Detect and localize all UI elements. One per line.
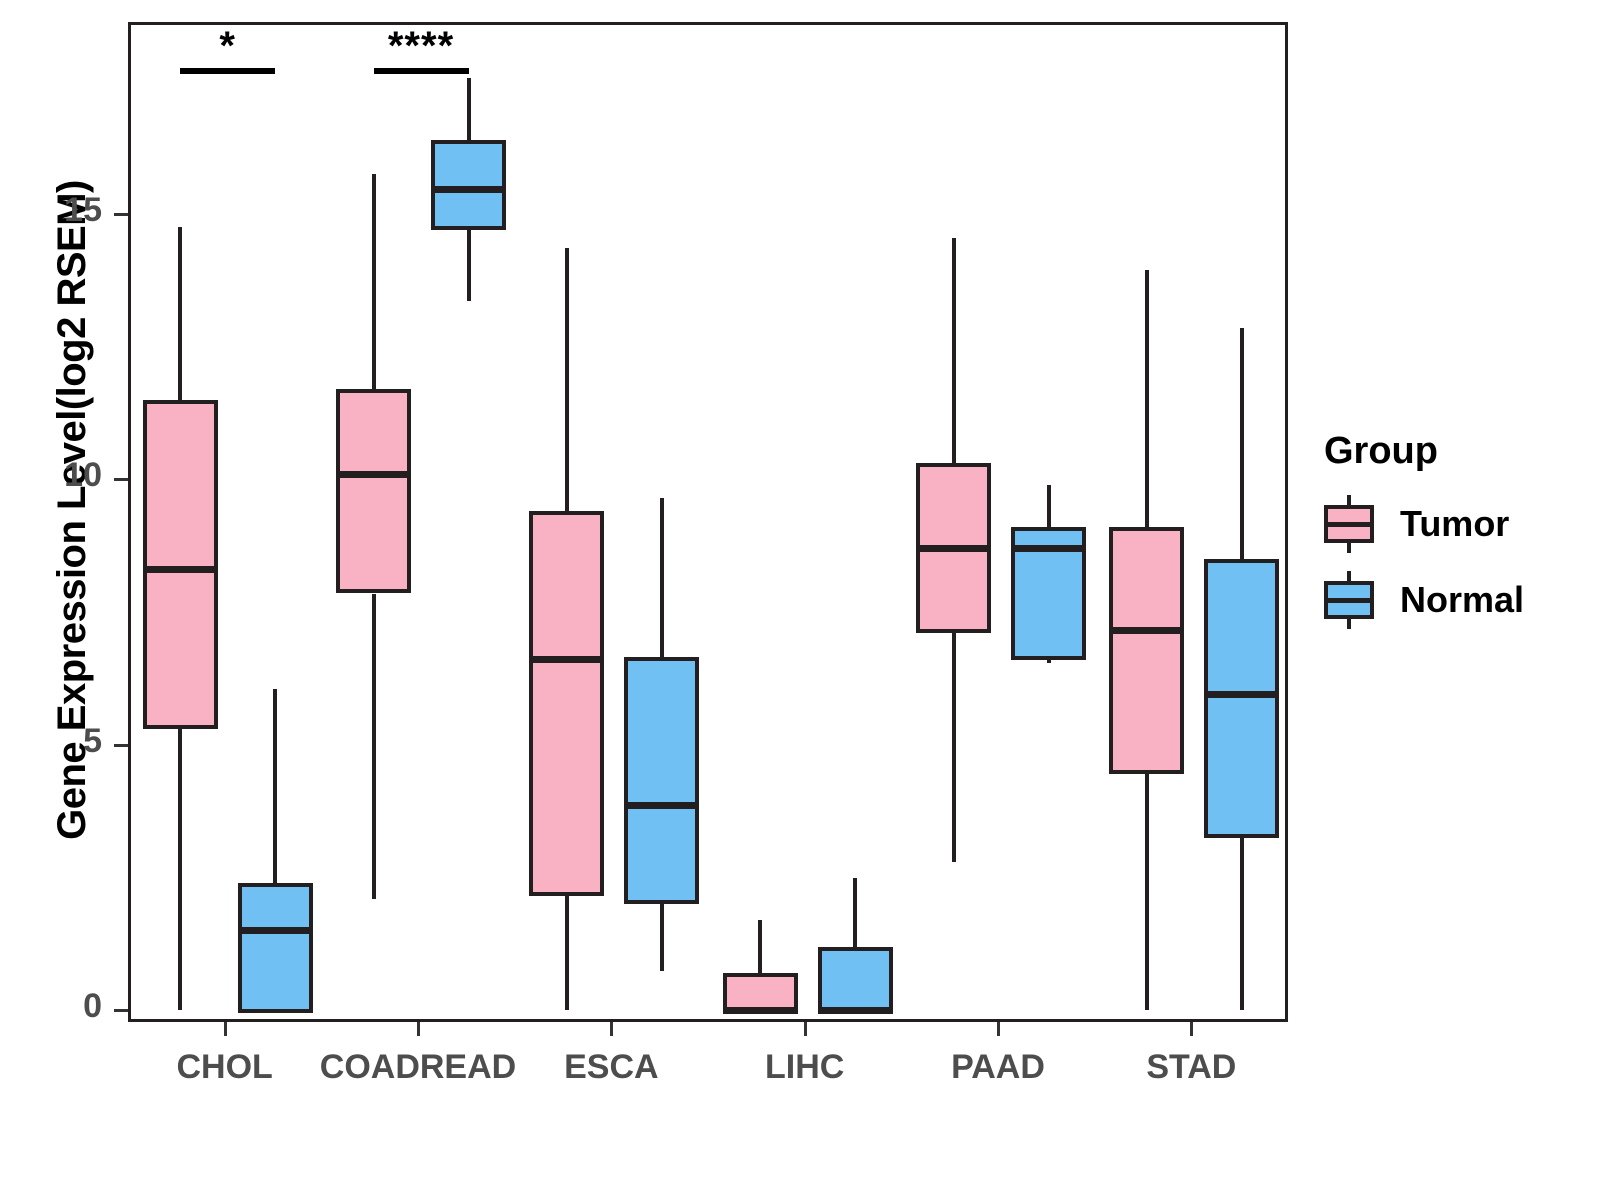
plot-area: * ****: [131, 25, 1285, 1019]
whisker-lower: [1144, 774, 1149, 1011]
legend-label: Tumor: [1400, 503, 1510, 544]
legend-key-icon: [1320, 571, 1378, 629]
legend-key-icon: [1320, 495, 1378, 553]
significance-bracket: [373, 67, 469, 74]
boxplot-box-chol-tumor: [142, 399, 218, 729]
whisker-upper: [758, 920, 763, 974]
x-tick-label-paad: PAAD: [951, 1048, 1045, 1086]
whisker-lower: [659, 904, 664, 971]
median-line-chol-normal: [237, 927, 313, 935]
y-tick-label: 5: [83, 721, 102, 760]
plot-panel: * ****: [128, 22, 1288, 1022]
boxplot-box-lihc-normal: [817, 946, 893, 1013]
median-line-chol-tumor: [142, 566, 218, 574]
whisker-lower: [1239, 837, 1244, 1011]
median-line-lihc-normal: [817, 1006, 893, 1014]
y-tick-label: 0: [83, 987, 102, 1025]
whisker-lower: [178, 728, 183, 1011]
x-tick-label-stad: STAD: [1146, 1048, 1237, 1086]
y-tick-mark: [114, 212, 128, 216]
whisker-upper: [659, 497, 664, 658]
y-tick-mark: [114, 743, 128, 747]
significance-label-coadread: ****: [387, 23, 455, 68]
boxplot-box-stad-normal: [1204, 558, 1280, 838]
x-tick-label-lihc: LIHC: [764, 1048, 845, 1086]
median-line-lihc-tumor: [722, 1006, 798, 1014]
significance-bracket: [180, 67, 276, 74]
boxplot-box-lihc-tumor: [722, 973, 798, 1013]
median-line-paad-normal: [1011, 544, 1086, 552]
whisker-upper: [371, 174, 376, 390]
x-tick-label-chol: CHOL: [176, 1048, 273, 1086]
y-axis-title: Gene Expression Level(log2 RSEM): [49, 180, 94, 840]
whisker-upper: [1239, 328, 1244, 559]
whisker-upper: [178, 227, 183, 400]
x-tick-label-coadread: COADREAD: [319, 1048, 517, 1086]
legend-items: Tumor Normal: [1320, 495, 1580, 629]
y-tick-mark: [114, 1009, 128, 1012]
boxplot-box-esca-tumor: [529, 511, 605, 897]
whisker-lower: [564, 896, 569, 1011]
boxplot-box-coadread-tumor: [336, 389, 411, 594]
x-tick-mark: [223, 1022, 227, 1036]
whisker-upper: [853, 877, 858, 947]
whisker-upper: [1046, 484, 1051, 528]
legend-item-normal[interactable]: Normal: [1320, 571, 1580, 629]
significance-label-chol: *: [219, 23, 236, 68]
median-line-esca-normal: [624, 802, 700, 810]
whisker-lower: [466, 229, 471, 302]
median-line-paad-tumor: [916, 544, 991, 552]
whisker-lower: [371, 593, 376, 899]
median-line-stad-normal: [1204, 690, 1280, 698]
boxplot-box-stad-tumor: [1109, 527, 1185, 775]
legend-title: Group: [1324, 430, 1438, 472]
whisker-upper: [273, 689, 278, 883]
whisker-upper: [564, 248, 569, 512]
whisker-lower: [951, 633, 956, 862]
x-tick-label-esca: ESCA: [564, 1048, 659, 1086]
x-tick-mark: [1190, 1022, 1194, 1036]
whisker-upper: [1144, 269, 1149, 528]
y-tick-mark: [114, 478, 128, 481]
x-tick-mark: [610, 1022, 614, 1036]
whisker-lower: [1046, 659, 1051, 663]
boxplot-box-chol-normal: [237, 882, 313, 1013]
x-tick-mark: [417, 1022, 420, 1036]
y-tick-label: 15: [64, 190, 102, 229]
median-line-esca-tumor: [529, 656, 605, 664]
median-line-stad-tumor: [1109, 627, 1185, 635]
boxplot-box-coadread-normal: [431, 139, 506, 230]
whisker-upper: [951, 237, 956, 464]
legend-label: Normal: [1400, 579, 1525, 620]
x-tick-mark: [803, 1022, 807, 1036]
legend-item-tumor[interactable]: Tumor: [1320, 495, 1580, 553]
median-line-coadread-normal: [431, 186, 506, 194]
whisker-upper: [466, 78, 471, 140]
boxplot-box-esca-normal: [624, 657, 700, 905]
median-line-coadread-tumor: [336, 470, 411, 478]
legend: Group Tumor Normal: [1320, 430, 1580, 647]
y-tick-label: 10: [64, 456, 102, 494]
x-tick-mark: [997, 1022, 1000, 1036]
